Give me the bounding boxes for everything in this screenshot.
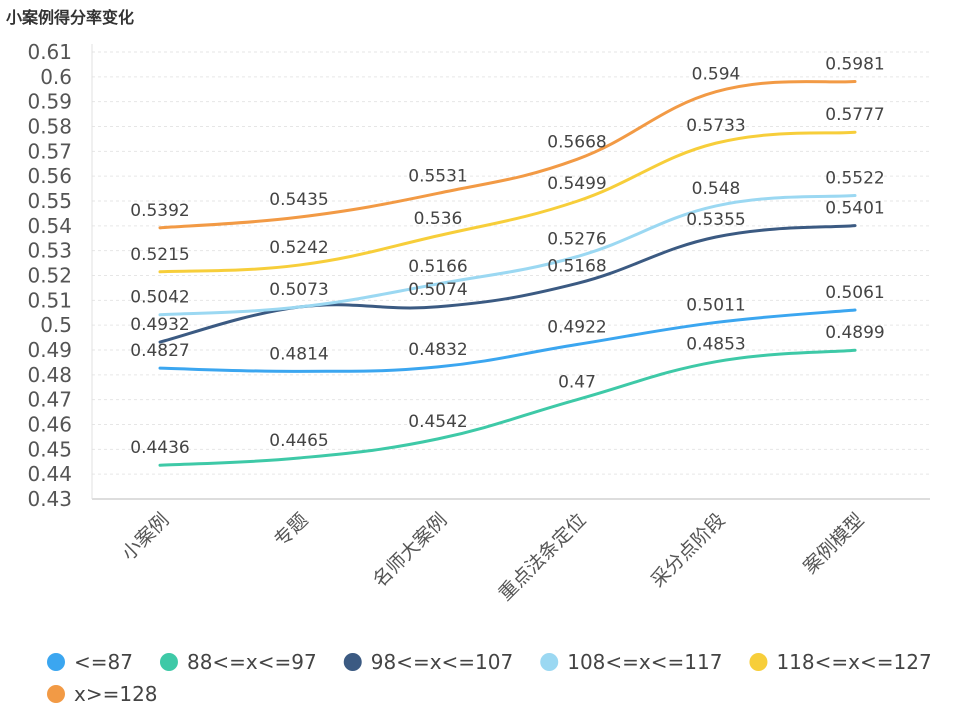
y-tick-label: 0.55 [27,189,72,213]
legend-marker[interactable] [343,653,362,671]
data-label: 0.5531 [408,166,467,186]
legend-label[interactable]: 108<=x<=117 [567,650,722,674]
data-label: 0.5073 [269,280,328,300]
data-label: 0.5733 [686,116,745,136]
data-label: 0.5276 [547,230,606,250]
y-tick-label: 0.43 [27,487,72,511]
legend-marker[interactable] [540,653,559,671]
y-tick-label: 0.59 [27,90,72,114]
data-label: 0.548 [692,179,741,199]
y-tick-label: 0.45 [27,437,72,461]
legend-label[interactable]: <=87 [74,650,133,674]
data-label: 0.5166 [408,257,467,277]
data-label: 0.4932 [130,315,189,335]
legend-marker[interactable] [159,653,178,671]
series-line [158,80,857,230]
y-tick-label: 0.48 [27,363,72,387]
legend-marker[interactable] [749,653,768,671]
data-label: 0.5522 [825,169,884,189]
y-tick-label: 0.44 [27,462,72,486]
legend-label[interactable]: 98<=x<=107 [371,650,514,674]
legend-label[interactable]: 118<=x<=127 [776,650,931,674]
data-label: 0.5435 [269,190,328,210]
y-tick-label: 0.57 [27,139,72,163]
series-line [158,348,857,467]
x-tick-label: 采分点阶段 [647,509,730,592]
series-line [158,308,857,373]
data-label: 0.4899 [825,323,884,343]
data-label: 0.536 [414,209,463,229]
y-tick-label: 0.52 [27,264,72,288]
y-tick-label: 0.56 [27,164,72,188]
data-label: 0.5061 [825,283,884,303]
data-label: 0.5499 [547,174,606,194]
data-label: 0.5355 [686,210,745,230]
data-label: 0.5981 [825,55,884,75]
y-tick-label: 0.61 [27,40,72,64]
y-tick-label: 0.49 [27,338,72,362]
data-label: 0.4827 [130,341,189,361]
data-label: 0.5392 [130,201,189,221]
x-tick-label: 名师大案例 [369,509,452,592]
data-label: 0.4832 [408,340,467,360]
y-tick-label: 0.47 [27,388,72,412]
data-label: 0.4465 [269,431,328,451]
y-tick-label: 0.51 [27,288,72,312]
legend-label[interactable]: 88<=x<=97 [187,650,317,674]
y-tick-label: 0.53 [27,239,72,263]
data-label: 0.4542 [408,412,467,432]
data-label: 0.5242 [269,238,328,258]
data-label: 0.4814 [269,344,328,364]
series-line [158,130,857,274]
series-line [158,224,857,344]
data-label: 0.4922 [547,318,606,338]
data-label: 0.594 [692,65,741,85]
y-tick-label: 0.46 [27,413,72,437]
x-tick-label: 案例模型 [799,509,868,578]
y-tick-label: 0.58 [27,115,72,139]
chart-title: 小案例得分率变化 [6,8,135,27]
data-label: 0.5042 [130,288,189,308]
data-label: 0.47 [558,373,596,393]
data-label: 0.4436 [130,438,189,458]
x-tick-label: 重点法条定位 [494,509,590,605]
y-tick-label: 0.6 [40,65,72,89]
data-label: 0.5074 [408,280,467,300]
legend-marker[interactable] [47,685,65,703]
data-label: 0.5215 [130,245,189,265]
data-label: 0.4853 [686,335,745,355]
series-line [158,194,857,317]
data-label: 0.5777 [825,105,884,125]
legend-label[interactable]: x>=128 [74,682,158,706]
data-label: 0.5011 [686,295,745,315]
x-tick-label: 小案例 [118,509,174,565]
data-label: 0.5168 [547,256,606,276]
data-label: 0.5401 [825,199,884,219]
x-tick-label: 专题 [270,509,312,551]
y-tick-label: 0.5 [40,313,72,337]
y-tick-label: 0.54 [27,214,72,238]
data-label: 0.5668 [547,132,606,152]
legend-marker[interactable] [47,653,65,671]
